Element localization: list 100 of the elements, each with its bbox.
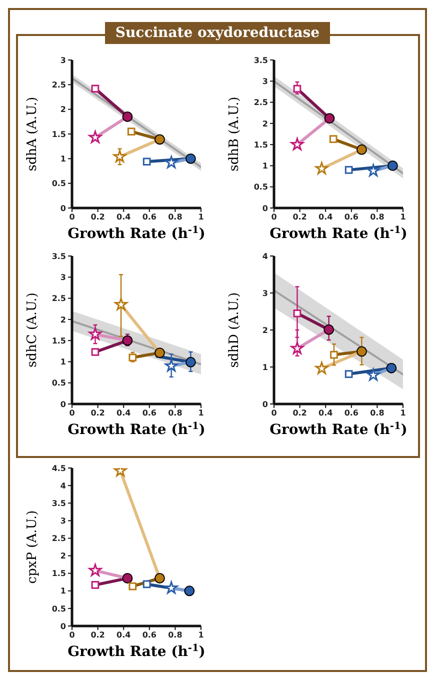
y-tick-label: 0 bbox=[262, 400, 268, 409]
y-tick-label: 3.5 bbox=[52, 252, 66, 261]
y-tick-label: 1 bbox=[262, 362, 268, 372]
x-tick-label: 0.6 bbox=[142, 630, 157, 640]
y-tick-label: 3 bbox=[60, 272, 66, 282]
y-tick-label: 4.5 bbox=[52, 464, 66, 473]
y-axis-title: sdhA (A.U.) bbox=[24, 96, 40, 172]
y-tick-label: 0 bbox=[60, 622, 66, 631]
point bbox=[315, 362, 328, 374]
y-tick-label: 1.5 bbox=[52, 336, 66, 346]
point bbox=[366, 368, 380, 381]
point bbox=[387, 160, 398, 171]
y-axis-title: sdhC (A.U.) bbox=[24, 292, 40, 368]
y-tick-label: 3 bbox=[262, 76, 268, 86]
point bbox=[164, 581, 178, 594]
point bbox=[114, 298, 128, 310]
x-tick-label: 0.6 bbox=[142, 212, 157, 222]
point bbox=[88, 130, 102, 144]
x-tick-label: 1 bbox=[400, 408, 406, 418]
y-tick-label: 1 bbox=[60, 358, 66, 367]
y-tick-label: 4 bbox=[60, 481, 66, 490]
y-tick-label: 2 bbox=[262, 326, 268, 335]
point bbox=[128, 582, 137, 590]
y-tick-label: 1.5 bbox=[52, 130, 66, 139]
x-tick-label: 1 bbox=[198, 408, 204, 418]
point bbox=[142, 158, 151, 166]
y-tick-label: 2 bbox=[60, 315, 66, 324]
point bbox=[164, 156, 178, 168]
x-axis-title: Growth Rate (h$^{-1}$) bbox=[68, 420, 206, 438]
y-tick-label: 3 bbox=[262, 288, 268, 298]
x-tick-label: 0 bbox=[271, 212, 278, 222]
y-tick-label: 0.5 bbox=[52, 604, 66, 614]
point bbox=[154, 134, 165, 145]
y-tick-label: 0 bbox=[60, 204, 66, 213]
point bbox=[344, 370, 353, 378]
point bbox=[329, 135, 338, 143]
x-tick-label: 0.2 bbox=[90, 408, 105, 418]
x-tick-label: 1 bbox=[198, 212, 204, 222]
x-tick-label: 0.4 bbox=[116, 408, 132, 418]
point bbox=[344, 166, 353, 174]
point bbox=[91, 581, 100, 589]
y-tick-label: 2 bbox=[262, 119, 268, 128]
x-tick-label: 0.8 bbox=[168, 630, 183, 640]
y-tick-label: 1.5 bbox=[52, 569, 66, 578]
y-tick-label: 1.5 bbox=[254, 140, 268, 150]
y-tick-label: 1 bbox=[262, 162, 268, 171]
point bbox=[366, 164, 380, 176]
point bbox=[88, 564, 102, 576]
point bbox=[185, 153, 196, 164]
point bbox=[154, 348, 165, 358]
y-tick-label: 1 bbox=[60, 586, 66, 596]
y-tick-label: 2.5 bbox=[52, 534, 66, 544]
x-tick-label: 0.6 bbox=[344, 408, 359, 418]
point bbox=[164, 359, 178, 372]
x-tick-label: 0.8 bbox=[370, 408, 385, 418]
y-tick-label: 2 bbox=[60, 105, 66, 114]
y-axis-title: sdhD (A.U.) bbox=[226, 292, 242, 368]
x-tick-label: 0 bbox=[69, 630, 76, 640]
x-axis-title: Growth Rate (h$^{-1}$) bbox=[68, 224, 206, 242]
point bbox=[122, 112, 133, 122]
point bbox=[293, 84, 302, 93]
x-tick-label: 0.2 bbox=[90, 212, 105, 222]
y-tick-label: 0 bbox=[60, 400, 66, 409]
point bbox=[154, 573, 165, 584]
y-tick-label: 2.5 bbox=[52, 80, 66, 90]
x-axis-title: Growth Rate (h$^{-1}$) bbox=[270, 224, 408, 242]
point bbox=[128, 354, 137, 362]
x-tick-label: 0 bbox=[69, 408, 76, 418]
point bbox=[91, 84, 100, 93]
y-tick-label: 2.5 bbox=[254, 98, 268, 108]
x-tick-label: 0.2 bbox=[292, 408, 307, 418]
point bbox=[113, 150, 126, 162]
chart-title: Succinate oxydoreductase bbox=[105, 22, 330, 44]
y-tick-label: 0.5 bbox=[52, 378, 66, 388]
x-axis-title: Growth Rate (h$^{-1}$) bbox=[270, 420, 408, 438]
point bbox=[127, 128, 136, 136]
point bbox=[293, 309, 302, 318]
point bbox=[142, 580, 151, 588]
y-tick-label: 0.5 bbox=[52, 179, 66, 188]
point bbox=[122, 573, 133, 584]
x-tick-label: 0.8 bbox=[370, 212, 385, 222]
y-tick-label: 0 bbox=[262, 204, 268, 213]
point bbox=[315, 162, 328, 174]
point bbox=[91, 348, 100, 356]
point bbox=[290, 138, 304, 150]
x-tick-label: 0.6 bbox=[344, 212, 359, 222]
x-tick-label: 0.8 bbox=[168, 408, 183, 418]
y-tick-label: 2 bbox=[60, 552, 66, 561]
y-tick-label: 3 bbox=[60, 56, 66, 65]
y-tick-label: 3 bbox=[60, 516, 66, 526]
point bbox=[324, 113, 335, 124]
point bbox=[324, 324, 334, 335]
point bbox=[88, 328, 102, 340]
y-axis-title: cpxP (A.U.) bbox=[24, 510, 40, 584]
x-tick-label: 0.2 bbox=[90, 630, 105, 640]
x-tick-label: 0.2 bbox=[292, 212, 307, 222]
x-tick-label: 0.4 bbox=[116, 630, 132, 640]
x-tick-label: 0.8 bbox=[168, 212, 183, 222]
point bbox=[386, 362, 397, 374]
point bbox=[184, 586, 195, 596]
